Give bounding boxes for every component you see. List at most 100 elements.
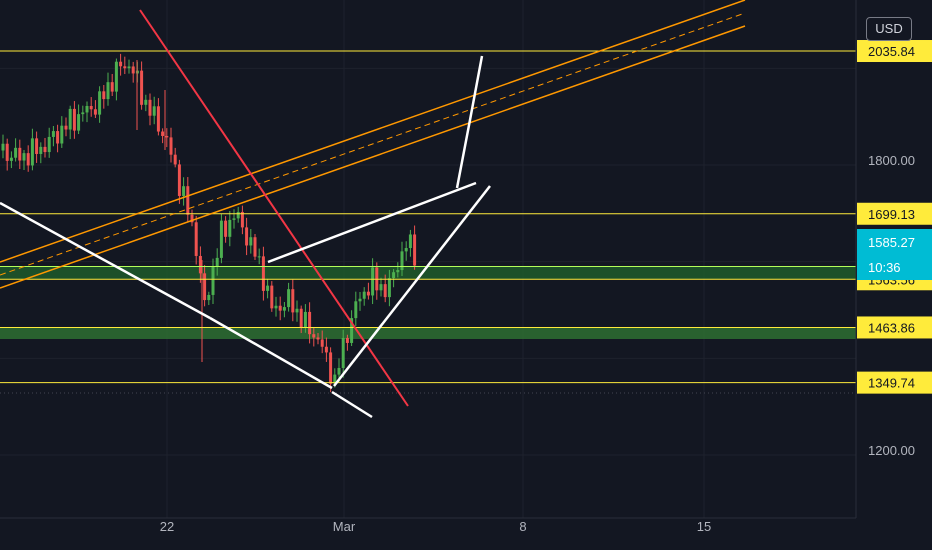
candle-body-59 <box>249 237 253 246</box>
candle-body-92 <box>387 278 391 298</box>
channel-mid <box>0 12 746 276</box>
candle-body-28 <box>119 61 123 67</box>
candle-body-83 <box>350 318 354 343</box>
level-label-bg-4 <box>857 371 932 394</box>
candle-body-74 <box>312 334 316 338</box>
time-axis[interactable] <box>0 518 932 550</box>
level-label-bg-0 <box>857 40 932 63</box>
candle-body-38 <box>161 131 165 136</box>
candle-body-68 <box>287 289 291 308</box>
candle-body-25 <box>106 82 110 100</box>
candle-body-70 <box>295 308 299 313</box>
candle-body-75 <box>316 337 320 340</box>
candle-body-11 <box>47 136 51 153</box>
candle-body-64 <box>270 285 274 309</box>
candle-body-60 <box>253 237 257 257</box>
candle-body-42 <box>177 164 181 196</box>
y-tick-1800: 1800.00 <box>868 153 915 168</box>
candle-body-18 <box>77 114 81 131</box>
candle-body-80 <box>337 367 341 375</box>
candle-body-55 <box>232 218 236 220</box>
wedge-lower-line <box>209 316 333 390</box>
candle-body-56 <box>236 211 240 219</box>
level-label-1: 1699.13 <box>868 207 915 222</box>
candle-body-51 <box>215 257 219 267</box>
current-price-label: 1585.27 10:36 <box>857 229 932 280</box>
candle-body-5 <box>22 153 26 161</box>
price-ticks: 1800.00 1200.00 <box>868 153 915 458</box>
level-label-4: 1349.74 <box>868 376 915 391</box>
candle-body-93 <box>392 272 396 279</box>
candle-body-0 <box>1 143 5 151</box>
candle-body-57 <box>240 211 244 228</box>
triangle-lower-line <box>333 185 491 387</box>
breakout-projection <box>455 55 484 189</box>
candle-body-31 <box>131 66 135 74</box>
x-tick-8: 8 <box>519 519 526 534</box>
candle-body-23 <box>98 91 102 115</box>
candle-body-36 <box>152 106 156 116</box>
candle-body-91 <box>383 284 387 298</box>
candle-body-30 <box>127 66 131 69</box>
candle-body-95 <box>400 251 404 271</box>
candle-body-87 <box>366 291 370 296</box>
candle-body-82 <box>345 337 349 343</box>
x-tick-mar: Mar <box>333 519 356 534</box>
candle-body-73 <box>308 311 312 335</box>
channel-lower <box>0 25 746 289</box>
candle-body-61 <box>257 256 261 258</box>
candle-body-39 <box>165 135 169 138</box>
candle-body-16 <box>68 108 72 130</box>
y-tick-1200: 1200.00 <box>868 443 915 458</box>
candles <box>1 53 417 393</box>
candle-body-48 <box>203 273 207 301</box>
candle-body-69 <box>291 289 295 313</box>
candle-body-27 <box>114 61 118 92</box>
candle-body-29 <box>123 66 127 69</box>
candle-body-52 <box>219 220 223 258</box>
candle-body-94 <box>396 270 400 273</box>
candle-body-37 <box>156 106 160 132</box>
candle-body-76 <box>320 339 324 347</box>
candle-body-44 <box>186 186 190 215</box>
candle-body-43 <box>182 186 186 196</box>
candle-body-15 <box>64 125 68 130</box>
candle-body-50 <box>211 266 215 295</box>
candle-body-24 <box>102 91 106 100</box>
candle-body-2 <box>9 157 13 161</box>
candle-body-10 <box>43 146 47 153</box>
candle-body-49 <box>207 294 211 301</box>
candle-body-20 <box>85 105 89 113</box>
currency-button[interactable]: USD <box>866 17 912 41</box>
x-tick-22: 22 <box>160 519 174 534</box>
candle-body-35 <box>148 99 152 116</box>
candle-body-62 <box>261 256 265 291</box>
candle-body-67 <box>282 307 286 311</box>
candle-body-63 <box>266 285 270 291</box>
level-label-bg-1 <box>857 202 932 225</box>
candle-body-6 <box>26 153 30 166</box>
candle-body-26 <box>110 82 114 92</box>
candle-body-46 <box>194 222 198 256</box>
candle-body-85 <box>358 298 362 302</box>
candle-body-65 <box>274 305 278 309</box>
candle-body-22 <box>93 109 97 115</box>
candle-body-58 <box>245 227 249 246</box>
candle-body-34 <box>144 99 148 105</box>
candle-body-12 <box>51 131 55 137</box>
candle-body-1 <box>5 143 9 161</box>
level-label-bg-3 <box>857 316 932 339</box>
candle-body-33 <box>140 70 144 105</box>
candle-body-47 <box>198 255 202 274</box>
candle-body-3 <box>14 147 18 158</box>
candle-body-66 <box>278 305 282 311</box>
channel-upper <box>0 0 746 263</box>
candle-body-21 <box>89 105 93 110</box>
candle-body-41 <box>173 154 177 165</box>
level-label-0: 2035.84 <box>868 44 915 59</box>
horizontal-levels <box>0 50 856 384</box>
triangle-upper-line <box>267 181 477 264</box>
candle-body-90 <box>379 284 383 291</box>
candle-body-88 <box>371 267 375 296</box>
